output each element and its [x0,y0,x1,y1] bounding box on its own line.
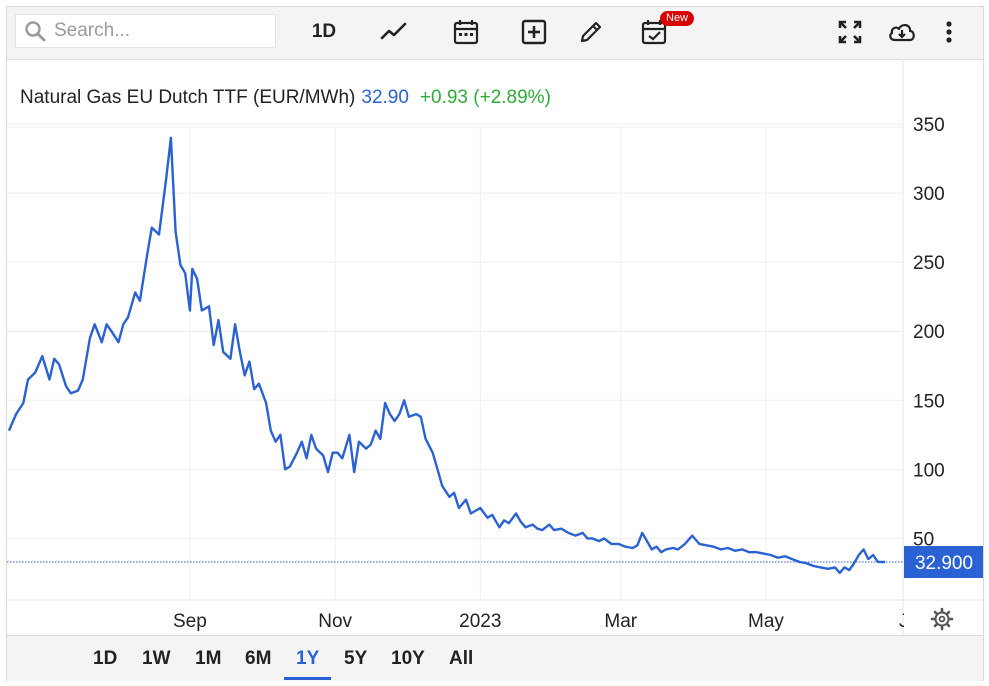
active-range-indicator [284,677,331,680]
y-tick-label: 250 [913,253,945,274]
y-tick-label: 50 [913,529,934,550]
download-button[interactable] [885,15,919,49]
interval-button[interactable]: 1D [307,15,341,49]
more-vert-icon [946,21,952,43]
fullscreen-button[interactable] [833,15,867,49]
range-5y[interactable]: 5Y [344,648,368,669]
legend-price: 32.90 [361,87,409,108]
y-tick-label: 150 [913,391,945,412]
range-selector: 1D 1W 1M 6M 1Y 5Y 10Y All [7,635,983,681]
y-tick-label: 350 [913,115,945,136]
cloud-download-icon [889,24,915,42]
range-1y[interactable]: 1Y [296,648,320,669]
chart-axes: 50100150200250300350SepNov2023MarMayJul [173,115,983,635]
price-tag-label: 32.900 [915,553,973,574]
price-tag [904,546,983,578]
add-box-icon [521,19,547,45]
calendar-icon [453,20,479,45]
toolbar: 1D [7,7,983,60]
series-line [7,136,886,575]
search-box[interactable] [15,14,276,48]
x-tick-label: 2023 [459,611,501,632]
x-tick-label: Sep [173,611,207,632]
line-chart-icon [380,22,407,40]
legend-instrument: Natural Gas EU Dutch TTF (EUR/MWh) [20,87,355,108]
legend-change: +0.93 (+2.89%) [420,87,551,108]
draw-button[interactable] [574,15,608,49]
y-tick-label: 300 [913,184,945,205]
calendar-button[interactable] [449,15,483,49]
chart-series [7,136,903,575]
range-1d[interactable]: 1D [93,648,118,669]
x-tick-label: Mar [604,611,637,632]
pencil-icon [580,21,602,43]
price-chart[interactable]: 50100150200250300350SepNov2023MarMayJul … [7,7,983,635]
range-10y[interactable]: 10Y [391,648,425,669]
range-1m[interactable]: 1M [195,648,222,669]
range-1w[interactable]: 1W [142,648,171,669]
search-input[interactable] [52,19,266,43]
chart-settings-button[interactable] [930,607,954,631]
x-tick-label: May [748,611,784,632]
events-button[interactable] [637,15,671,49]
x-tick-label: Nov [318,611,352,632]
fullscreen-icon [838,20,862,44]
add-indicator-button[interactable] [517,15,551,49]
calendar-check-icon [641,20,667,45]
range-6m[interactable]: 6M [245,648,272,669]
chart-widget: 1D [6,6,984,681]
chart-grid [7,59,983,635]
interval-label: 1D [311,21,337,42]
y-tick-label: 200 [913,322,945,343]
new-badge: New [660,11,695,26]
line-chart-button[interactable] [377,15,411,49]
gear-icon [930,607,954,631]
range-all[interactable]: All [449,648,474,669]
more-button[interactable] [935,15,963,49]
search-icon [25,21,46,42]
y-tick-label: 100 [913,460,945,481]
